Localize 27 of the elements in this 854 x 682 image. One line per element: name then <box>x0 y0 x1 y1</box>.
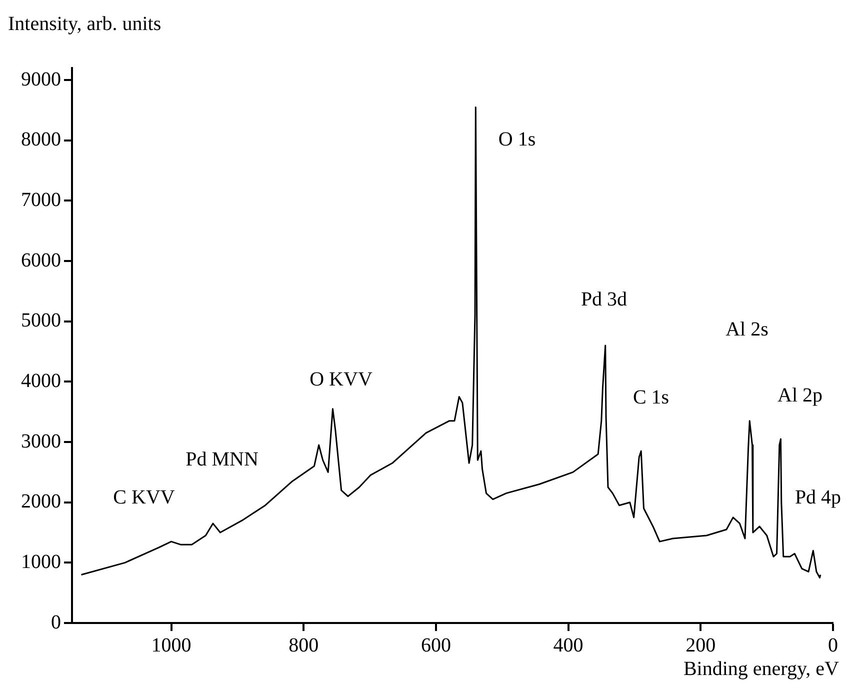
y-tick-label: 1000 <box>21 550 61 573</box>
annotation: Pd 4p <box>794 486 842 508</box>
annotation: Pd 3d <box>580 288 628 310</box>
y-tick-label: 8000 <box>21 128 61 151</box>
y-tick-label: 4000 <box>21 370 61 392</box>
y-tick-label: 3000 <box>21 430 61 452</box>
annotation: C KVV <box>113 486 176 508</box>
x-tick-label: 400 <box>553 634 584 656</box>
y-tick-label: 7000 <box>21 188 61 211</box>
x-tick-label: 600 <box>420 634 451 656</box>
x-tick-label: 800 <box>288 634 319 656</box>
y-tick-label: 5000 <box>21 310 61 332</box>
annotation: Al 2p <box>778 384 822 406</box>
annotation: Al 2s <box>726 318 769 340</box>
y-tick-label: 2000 <box>21 490 61 513</box>
x-tick-label: 1000 <box>151 634 192 656</box>
annotation: Pd MNN <box>186 448 258 470</box>
y-tick-label: 6000 <box>21 249 61 272</box>
y-tick-label: 9000 <box>21 68 61 90</box>
annotation: O 1s <box>498 128 536 150</box>
annotation: O KVV <box>310 368 373 390</box>
x-axis-title: Binding energy, eV <box>683 658 840 680</box>
x-tick-label: 0 <box>828 634 838 656</box>
x-tick-label: 200 <box>686 634 716 656</box>
y-tick-label: 0 <box>51 611 61 634</box>
y-axis-title: Intensity, arb. units <box>8 13 162 35</box>
annotation: C 1s <box>632 386 670 408</box>
